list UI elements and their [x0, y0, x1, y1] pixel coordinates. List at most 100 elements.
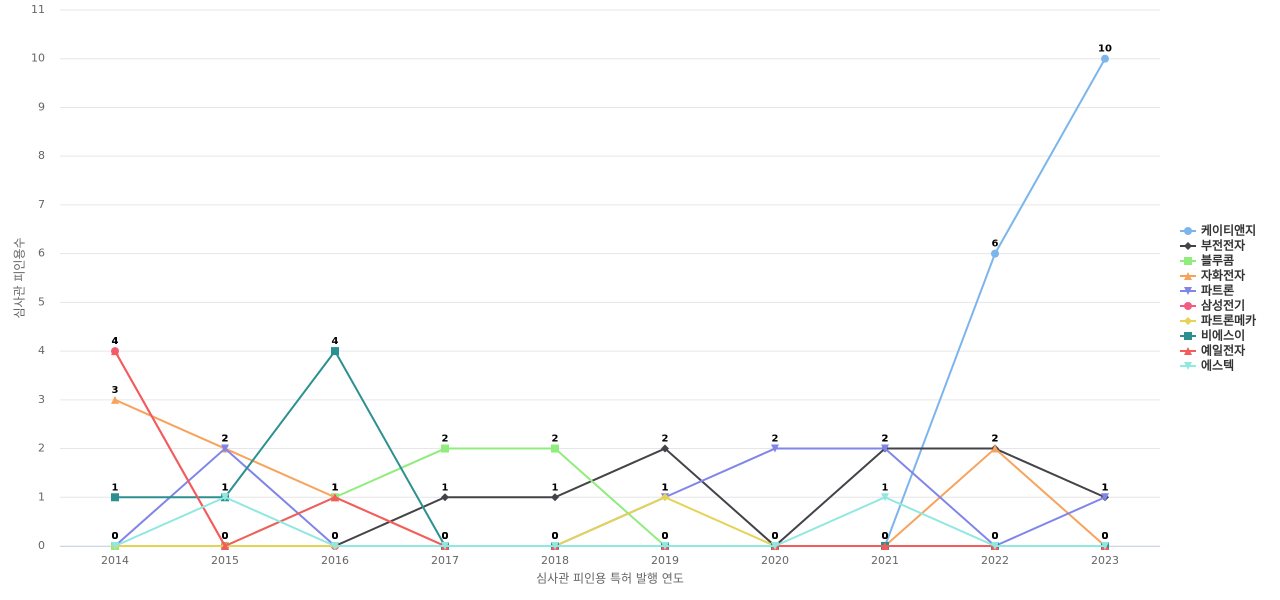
data-label: 0: [882, 531, 889, 542]
marker: [441, 542, 449, 550]
data-label: 0: [772, 531, 779, 542]
x-tick-label: 2017: [431, 554, 459, 567]
data-label: 0: [442, 531, 449, 542]
data-label: 1: [1102, 482, 1109, 493]
data-label: 0: [552, 531, 559, 542]
marker: [331, 542, 339, 550]
x-tick-label: 2019: [651, 554, 679, 567]
data-label: 0: [662, 531, 669, 542]
data-label: 0: [552, 531, 559, 542]
data-label: 2: [552, 434, 559, 445]
y-tick-label: 6: [38, 247, 45, 260]
legend-label: 비에스이: [1201, 328, 1245, 343]
y-tick-label: 7: [38, 198, 45, 211]
data-label: 0: [332, 531, 339, 542]
data-label: 0: [992, 531, 999, 542]
data-label: 4: [112, 336, 119, 347]
data-label: 0: [222, 531, 229, 542]
y-tick-label: 4: [38, 344, 45, 357]
data-label: 2: [882, 434, 889, 445]
marker: [331, 347, 339, 356]
data-label: 0: [332, 531, 339, 542]
data-label: 0: [772, 531, 779, 542]
data-label: 0: [772, 531, 779, 542]
data-label: 0: [552, 531, 559, 542]
data-label: 2: [882, 434, 889, 445]
data-label: 0: [442, 531, 449, 542]
data-label: 0: [442, 531, 449, 542]
data-label: 0: [992, 531, 999, 542]
marker: [661, 542, 669, 550]
marker: [221, 493, 229, 502]
data-label: 0: [222, 531, 229, 542]
marker: [331, 493, 339, 502]
data-label: 2: [772, 434, 779, 445]
y-tick-label: 2: [38, 442, 45, 455]
data-label: 0: [222, 531, 229, 542]
data-label: 0: [882, 531, 889, 542]
x-tick-label: 2023: [1091, 554, 1119, 567]
x-axis-title: 심사관 피인용 특허 발행 연도: [536, 571, 684, 586]
data-label: 2: [442, 434, 449, 445]
data-label: 0: [882, 531, 889, 542]
data-label: 0: [772, 531, 779, 542]
data-label: 0: [882, 531, 889, 542]
data-label: 1: [662, 482, 669, 493]
legend-label: 파트론: [1201, 283, 1234, 298]
marker: [991, 444, 999, 453]
marker: [881, 444, 889, 453]
data-label: 0: [442, 531, 449, 542]
y-tick-label: 11: [31, 3, 45, 16]
data-label: 0: [1102, 531, 1109, 542]
marker: [991, 249, 999, 258]
data-label: 2: [222, 434, 229, 445]
data-label: 0: [772, 531, 779, 542]
data-label: 2: [662, 434, 669, 445]
data-label: 0: [1102, 531, 1109, 542]
y-tick-label: 3: [38, 393, 45, 406]
marker: [1101, 493, 1109, 502]
series-line: [115, 496, 1105, 547]
data-label: 1: [332, 482, 339, 493]
data-label: 0: [882, 531, 889, 542]
marker: [1184, 272, 1192, 280]
data-label: 1: [112, 482, 119, 493]
marker: [1184, 302, 1192, 310]
data-label: 0: [112, 531, 119, 542]
marker: [111, 542, 119, 550]
marker: [881, 542, 889, 550]
marker: [441, 444, 449, 453]
data-label: 0: [662, 531, 669, 542]
marker: [441, 493, 449, 502]
legend-label: 자화전자: [1201, 268, 1245, 283]
marker: [661, 493, 669, 502]
data-label: 0: [112, 531, 119, 542]
data-label: 0: [112, 531, 119, 542]
x-tick-label: 2015: [211, 554, 239, 567]
data-label: 0: [772, 531, 779, 542]
data-label: 0: [332, 531, 339, 542]
x-tick-label: 2020: [761, 554, 789, 567]
marker: [111, 347, 119, 356]
marker: [1184, 242, 1192, 250]
data-label: 2: [222, 434, 229, 445]
data-label: 0: [992, 531, 999, 542]
data-label: 0: [1102, 531, 1109, 542]
y-tick-label: 8: [38, 149, 45, 162]
data-label: 2: [992, 434, 999, 445]
data-label: 0: [552, 531, 559, 542]
data-label: 1: [552, 482, 559, 493]
data-label: 0: [772, 531, 779, 542]
data-label: 0: [662, 531, 669, 542]
x-tick-label: 2014: [101, 554, 129, 567]
y-tick-label: 9: [38, 100, 45, 113]
data-label: 0: [332, 531, 339, 542]
data-label: 0: [1102, 531, 1109, 542]
data-label: 0: [332, 531, 339, 542]
data-label: 1: [222, 482, 229, 493]
data-label: 0: [442, 531, 449, 542]
marker: [551, 542, 559, 550]
data-label: 0: [442, 531, 449, 542]
data-label: 3: [112, 385, 119, 396]
data-label: 1: [442, 482, 449, 493]
